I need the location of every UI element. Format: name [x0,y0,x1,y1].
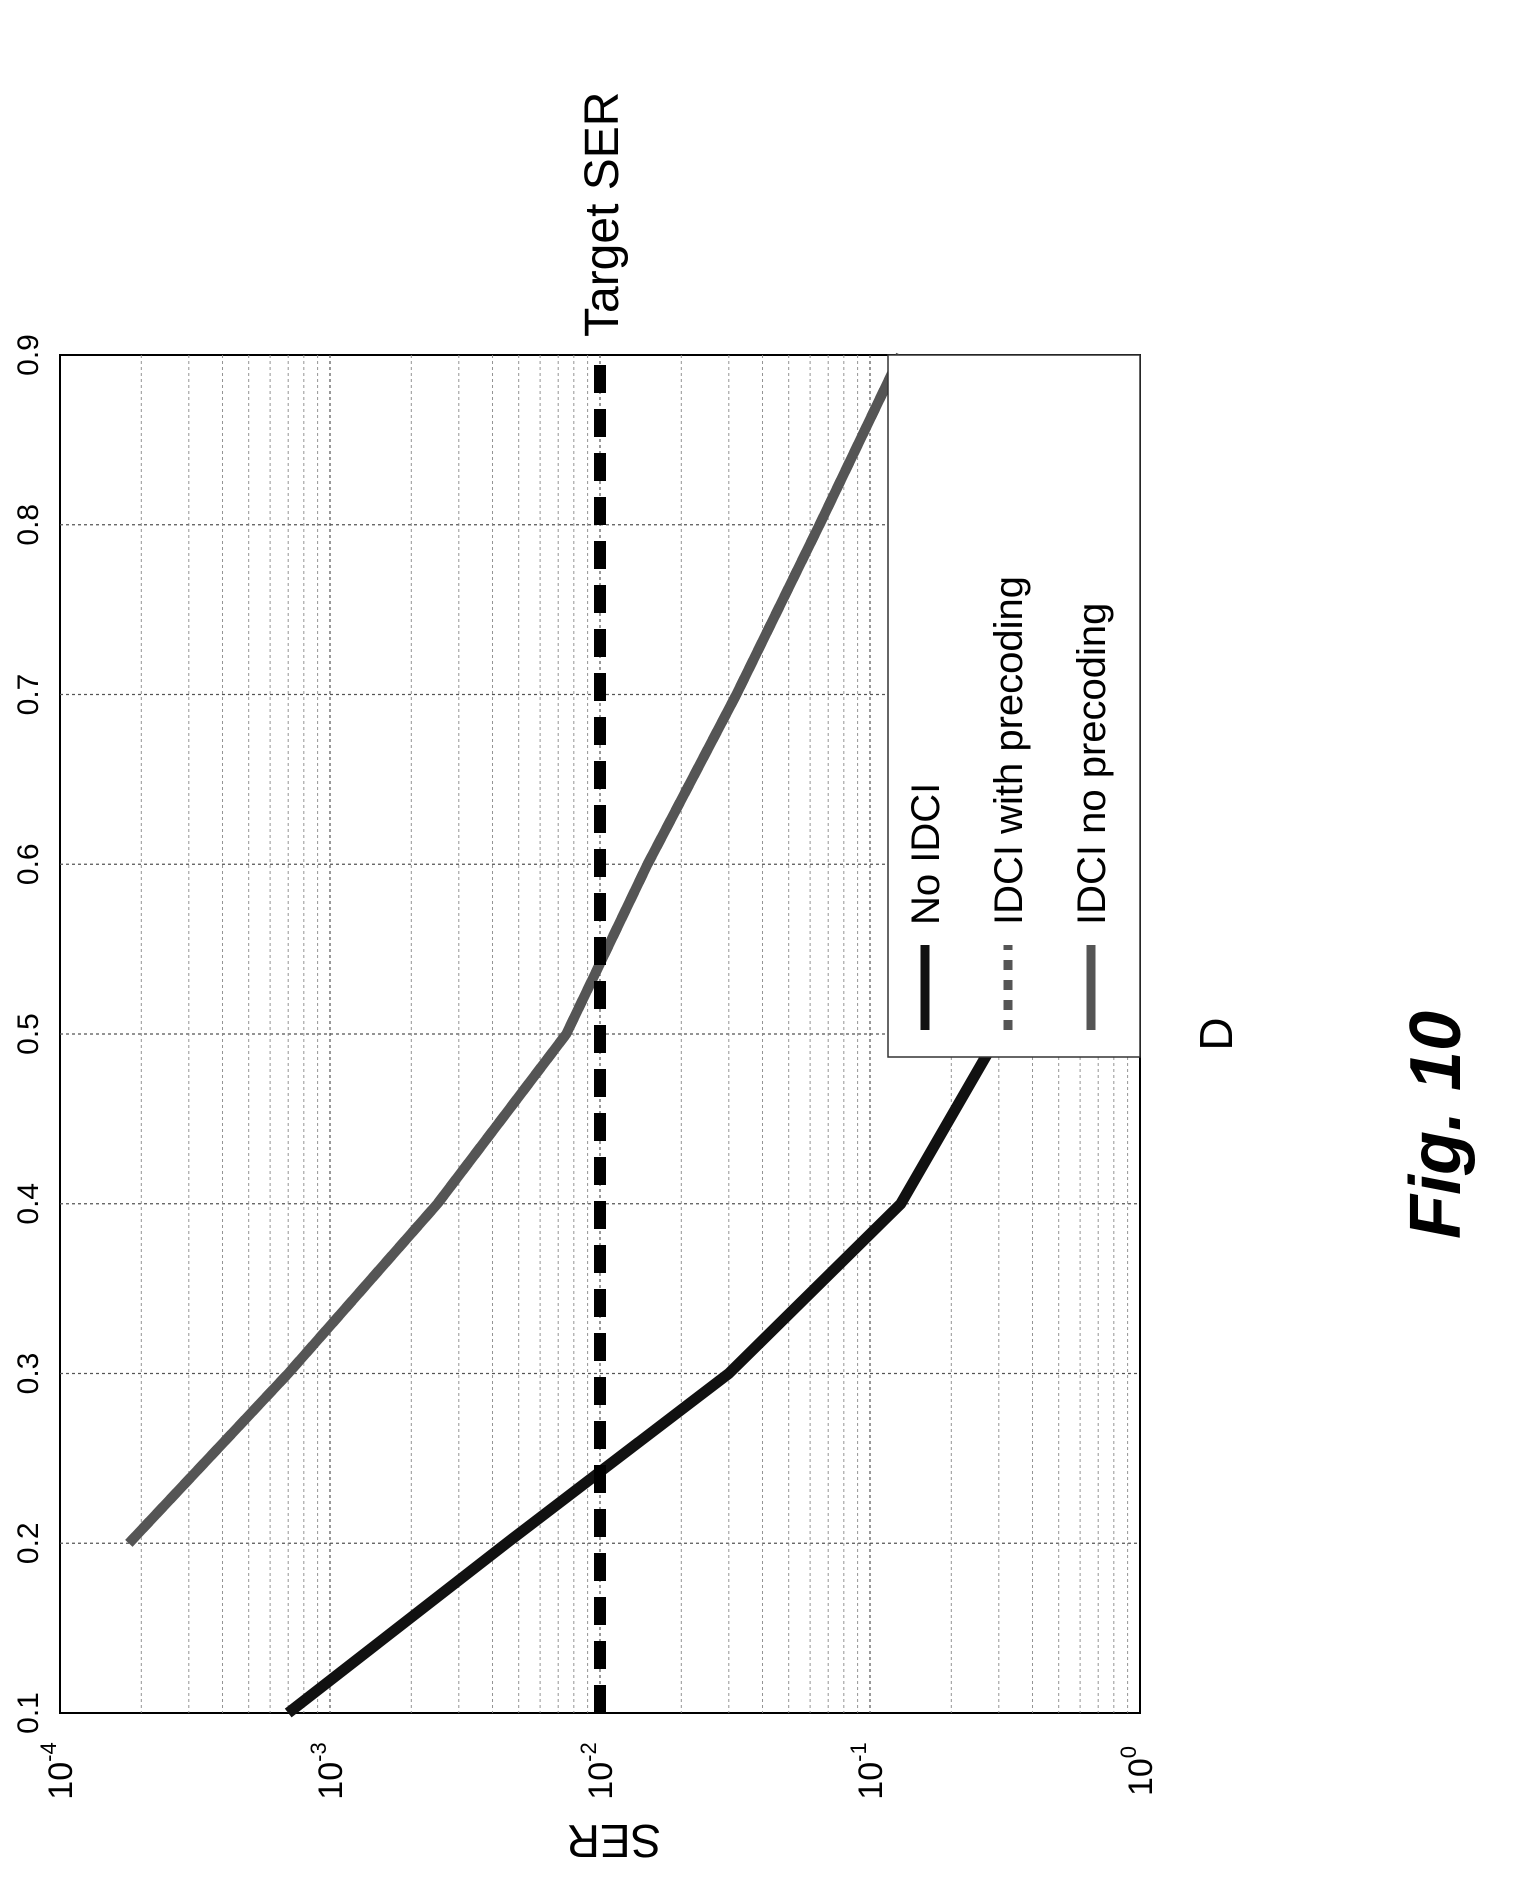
d-tick-label: 0.9 [12,334,45,376]
ser-tick-label: 10-1 [846,1742,890,1799]
legend-label: No IDCI [904,783,948,925]
d-tick-label: 0.3 [12,1353,45,1395]
figure-caption: Fig. 10 [1396,1011,1476,1239]
chart-layer: 0.10.20.30.40.50.60.70.80.910-410-310-21… [12,92,1242,1867]
y-axis-label: SER [567,1815,662,1867]
ser-axis-ticks: 10-4 10-3 10-2 10-1 100 [36,1742,1160,1799]
d-tick-label: 0.4 [12,1183,45,1225]
d-axis-ticks: 0.1 0.2 0.3 0.4 0.5 0.6 0.7 0.8 0.9 [12,334,45,1734]
d-tick-label: 0.7 [12,674,45,716]
legend-label: IDCI with precoding [987,576,1031,925]
d-tick-label: 0.5 [12,1013,45,1055]
d-tick-label: 0.2 [12,1522,45,1564]
d-tick-label: 0.1 [12,1692,45,1734]
d-tick-label: 0.8 [12,504,45,546]
legend-label: IDCI no precoding [1070,603,1114,925]
ser-tick-label: 10-4 [36,1742,80,1799]
target-ser-label: Target SER [576,92,629,337]
ser-tick-label: 100 [1116,1746,1160,1796]
d-tick-label: 0.6 [12,843,45,885]
x-axis-label: D [1190,1017,1242,1050]
legend: No IDCI IDCI with precoding IDCI no precod… [888,355,1140,1057]
ser-tick-label: 10-2 [576,1742,620,1799]
ser-tick-label: 10-3 [306,1742,350,1799]
